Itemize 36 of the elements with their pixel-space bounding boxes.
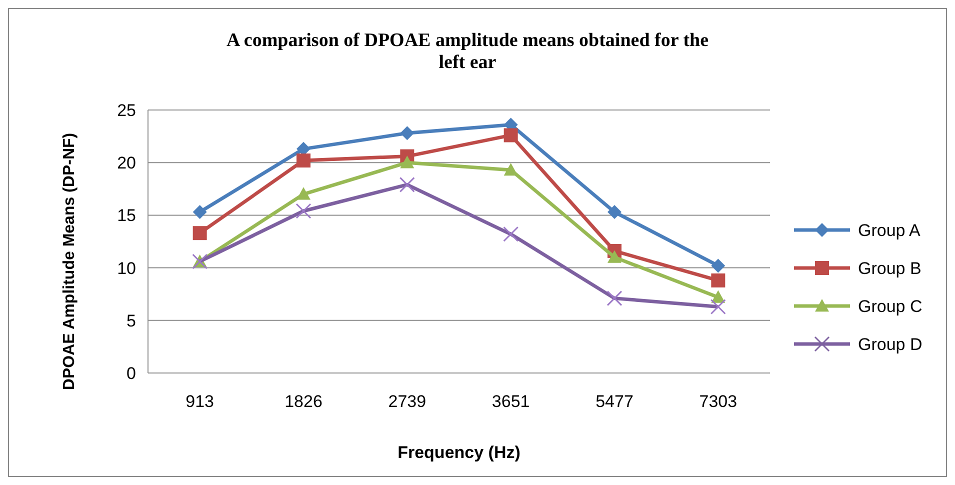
y-tick-label: 10 bbox=[117, 258, 136, 278]
y-axis-title: DPOAE Amplitude Means (DP-NF) bbox=[61, 132, 78, 390]
chart-title: A comparison of DPOAE amplitude means obtained for the left ear bbox=[226, 30, 709, 73]
point bbox=[711, 258, 726, 273]
point bbox=[504, 162, 518, 176]
point bbox=[606, 290, 622, 306]
legend-label: Group C bbox=[858, 296, 922, 316]
point bbox=[608, 205, 622, 220]
x-tick-label: 5477 bbox=[596, 392, 634, 411]
x-tick-label: 7303 bbox=[699, 392, 738, 411]
point bbox=[296, 187, 310, 200]
point bbox=[710, 298, 726, 314]
y-tick-label: 0 bbox=[126, 364, 136, 383]
point bbox=[503, 226, 519, 242]
y-tick-label: 5 bbox=[126, 311, 136, 330]
legend-label: Group D bbox=[858, 334, 922, 354]
point bbox=[192, 205, 207, 220]
point bbox=[192, 226, 207, 240]
legend-label: Group A bbox=[858, 220, 922, 240]
x-tick-label: 3651 bbox=[492, 392, 530, 411]
point bbox=[399, 176, 415, 192]
point bbox=[400, 156, 414, 168]
x-tick-label: 2739 bbox=[388, 392, 426, 411]
point bbox=[296, 203, 312, 219]
point bbox=[504, 128, 518, 142]
x-tick-label: 1826 bbox=[284, 392, 322, 411]
y-tick-label: 25 bbox=[117, 100, 136, 120]
y-tick-label: 15 bbox=[117, 206, 136, 226]
legend-label: Group B bbox=[858, 258, 922, 278]
point bbox=[608, 250, 622, 263]
point bbox=[400, 126, 414, 140]
point bbox=[711, 273, 726, 288]
x-axis-title: Frequency (Hz) bbox=[398, 443, 520, 462]
x-tick-label: 913 bbox=[186, 392, 214, 411]
point bbox=[296, 153, 310, 168]
y-tick-label: 20 bbox=[117, 154, 136, 173]
